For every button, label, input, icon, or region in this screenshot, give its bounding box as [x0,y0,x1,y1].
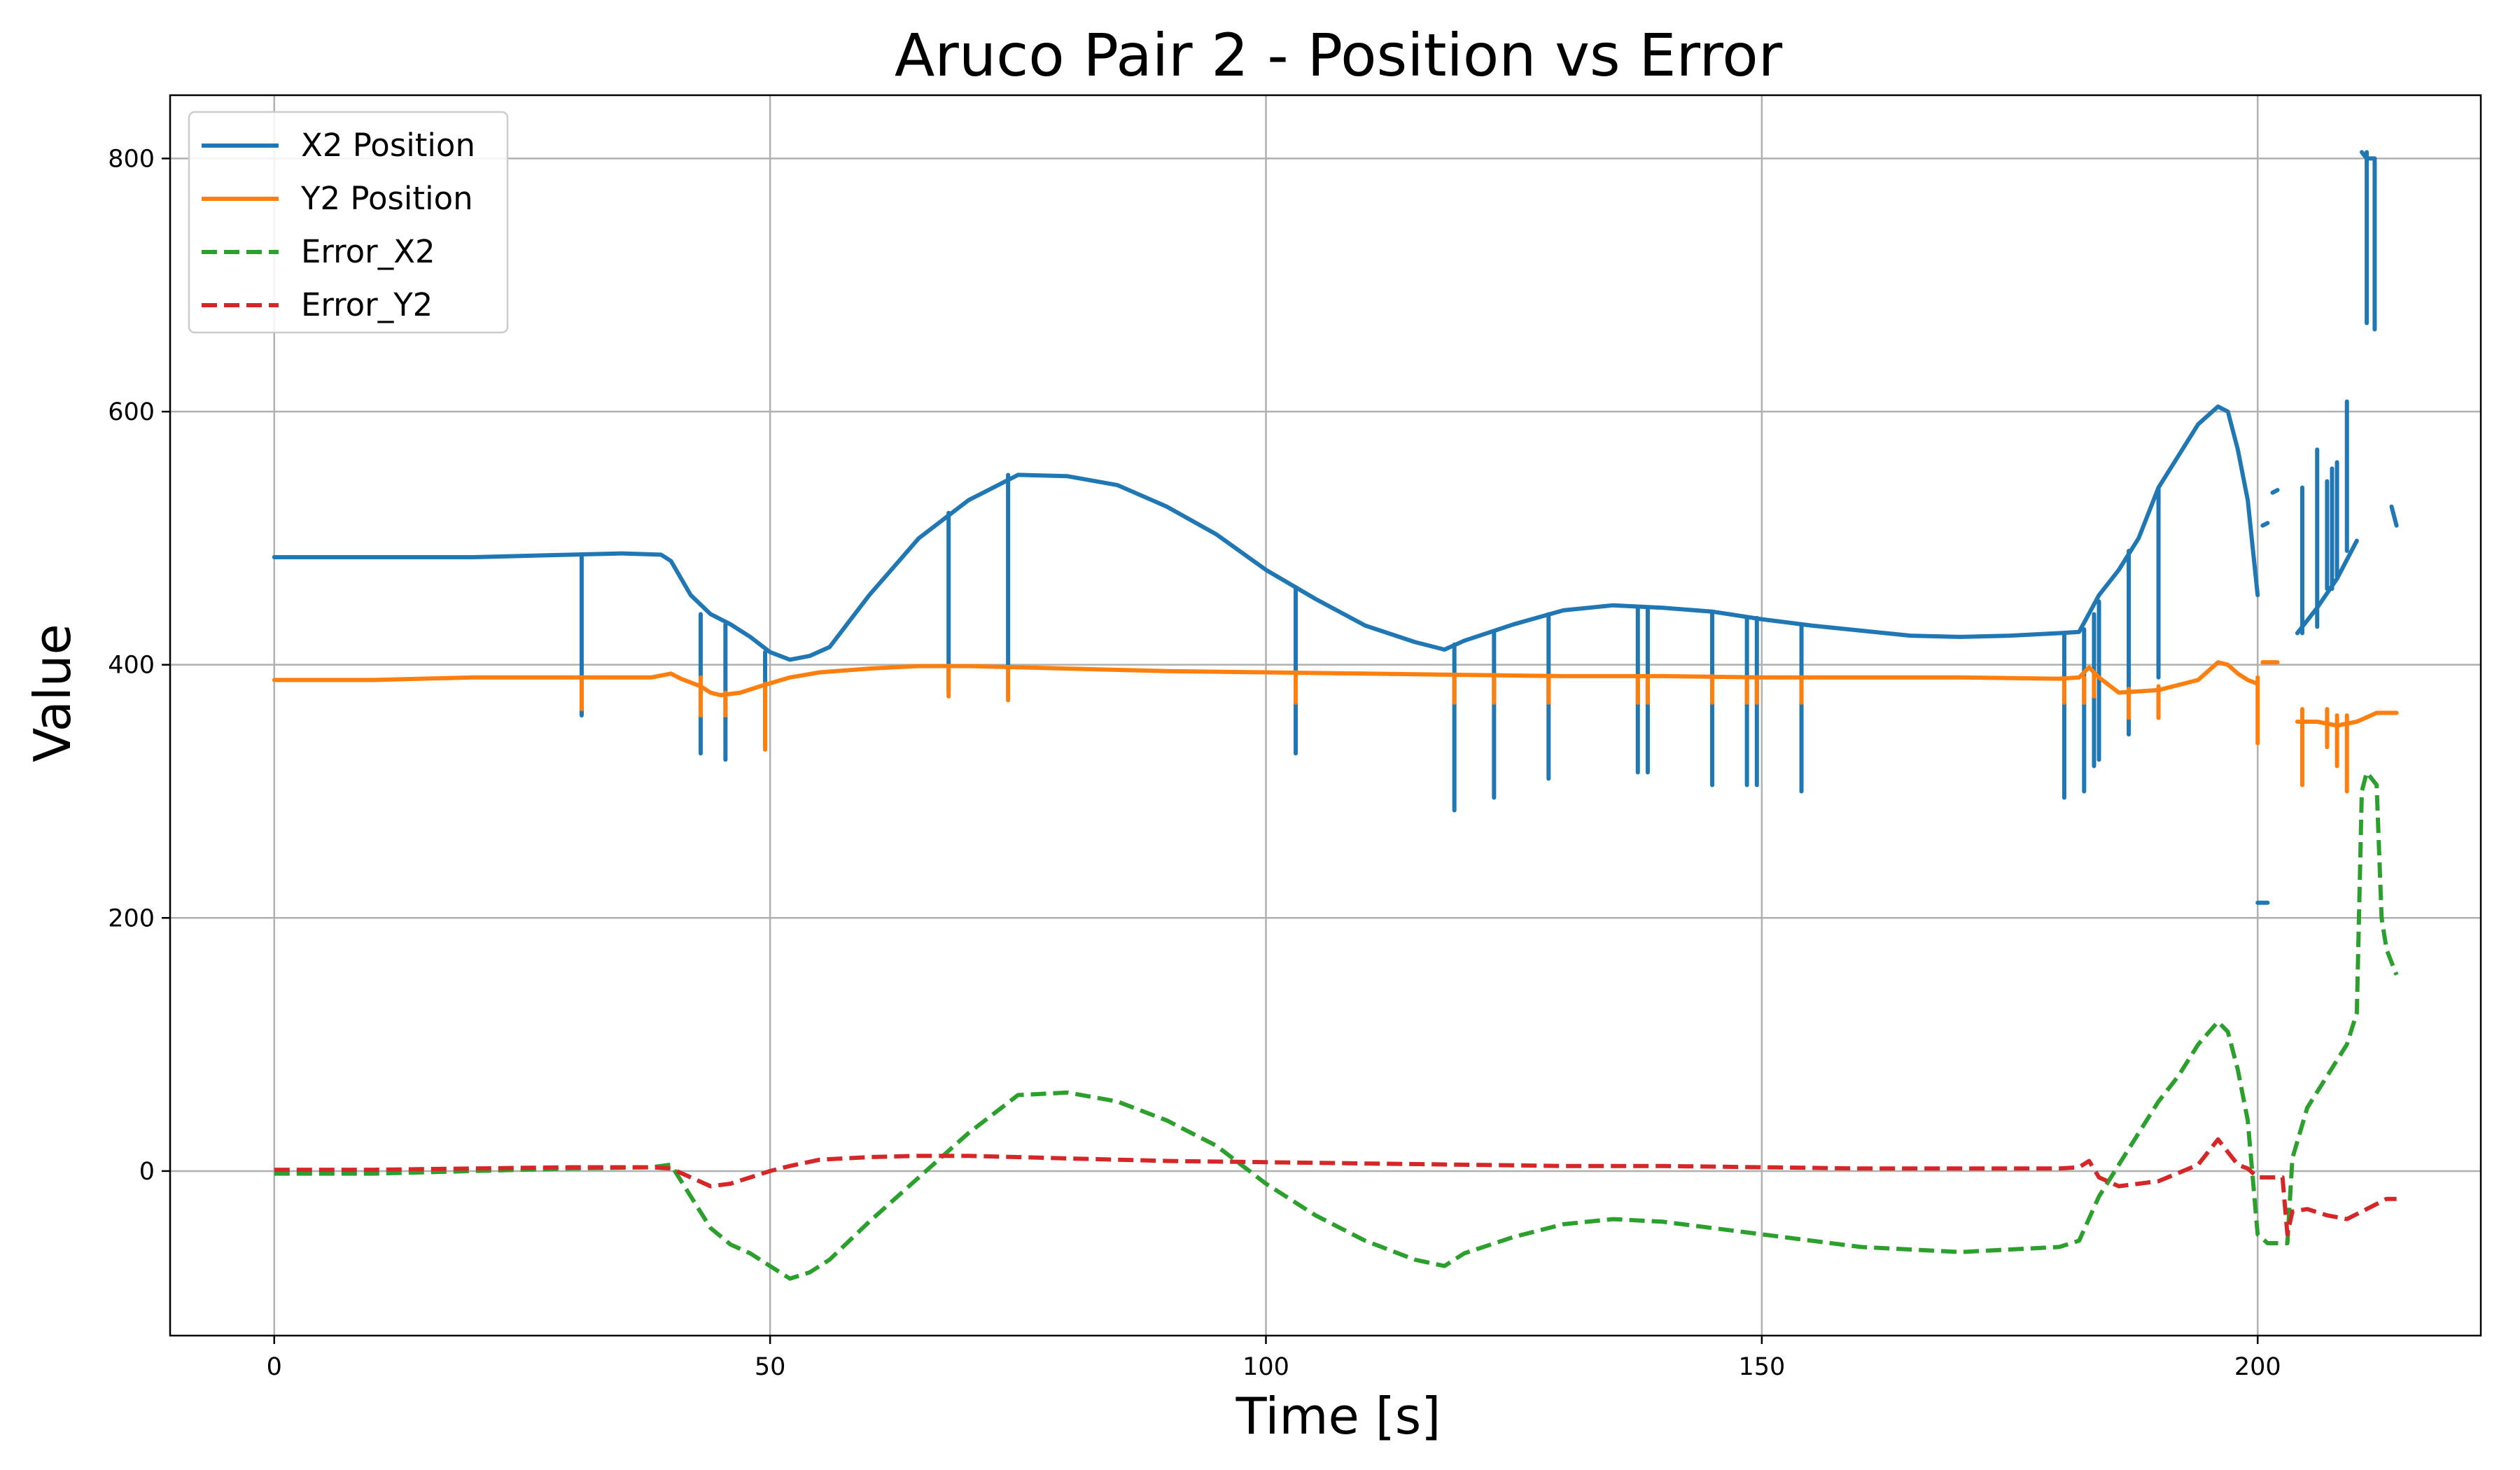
y-tick-label: 0 [139,1158,155,1186]
series-fragment-x2-position [2389,504,2399,528]
y-tick-label: 800 [108,145,155,173]
x-axis-ticks: 0 50 100 150 200 [267,1336,2281,1381]
series-fragment-x2-position [2260,521,2270,528]
x-tick-label: 150 [1738,1353,1785,1381]
legend-box [188,111,509,334]
series-fragment-x2-position [2295,538,2359,636]
y-axis-label: Value [23,624,82,762]
y-tick-label: 200 [108,904,155,932]
legend-item-error-y2: Error_Y2 [202,286,433,323]
x-tick-label: 0 [267,1353,282,1381]
series-line-error-y2 [274,1137,2397,1237]
legend: X2 Position Y2 Position Error_X2 Error_Y2 [188,111,509,334]
legend-item-error-x2: Error_X2 [202,233,435,270]
x-axis-label: Time [s] [1236,1387,1441,1446]
legend-label: Y2 Position [300,180,473,217]
series-layer [272,150,2399,1281]
legend-item-x2-position: X2 Position [202,127,475,164]
x-tick-label: 200 [2234,1353,2281,1381]
series-error-y2 [274,1137,2397,1237]
series-fragment-x2-position [2270,488,2280,495]
series-error-x2 [274,770,2399,1281]
chart-title: Aruco Pair 2 - Position vs Error [895,21,1783,90]
y-axis-ticks: 0 200 400 600 800 [108,145,170,1186]
series-x2-position [272,150,2399,905]
plot-frame [169,94,2482,1337]
series-line-error-x2 [274,770,2399,1281]
legend-label: X2 Position [301,127,475,164]
y-tick-label: 600 [108,398,155,426]
x-tick-label: 50 [755,1353,786,1381]
grid-lines [170,95,2481,1336]
legend-label: Error_Y2 [301,286,433,323]
series-y2-position [272,660,2399,794]
series-line-x2-position [272,404,2260,662]
y-tick-label: 400 [108,652,155,680]
x-tick-label: 100 [1242,1353,1289,1381]
legend-label: Error_X2 [301,233,435,270]
legend-item-y2-position: Y2 Position [202,180,473,217]
series-line-y2-position [272,660,2260,698]
